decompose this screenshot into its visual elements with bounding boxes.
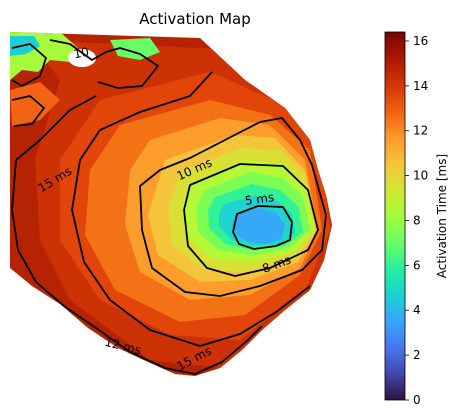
activation-band-4ms — [232, 208, 285, 244]
colorbar-tick-label: 8 — [413, 213, 421, 227]
top-left-patchy-region-orange — [10, 82, 60, 126]
colorbar-tick-label: 4 — [413, 303, 421, 317]
colorbar-tick-label: 16 — [413, 34, 428, 48]
colorbar-gradient — [384, 31, 406, 401]
colorbar-tick-label: 10 — [413, 169, 428, 183]
contour-10ms — [139, 117, 327, 297]
top-left-patchy-region-green — [110, 38, 160, 60]
contour-15ms — [11, 95, 263, 375]
contour-label: 5 ms — [244, 190, 275, 208]
colorbar-tick-label: 12 — [413, 124, 428, 138]
colorbar-ticks: 0 2 4 6 8 10 12 14 16 — [405, 34, 428, 407]
activation-heatmap — [10, 32, 332, 376]
unmapped-hole — [68, 49, 96, 67]
colorbar-tick-label: 2 — [413, 348, 421, 362]
contour-5ms — [232, 205, 293, 250]
colorbar: 0 2 4 6 8 10 12 14 16 Activation Time [ms] — [384, 31, 449, 407]
contour-12ms — [71, 71, 311, 347]
chart-title: Activation Map — [139, 10, 251, 28]
contour-top-left — [11, 39, 159, 127]
colorbar-tick-label: 14 — [413, 79, 428, 93]
colorbar-tick-label: 0 — [413, 393, 421, 407]
colorbar-tick-label: 6 — [413, 258, 421, 272]
contour-label: 10 — [73, 45, 90, 61]
colorbar-label: Activation Time [ms] — [435, 154, 449, 278]
contour-8ms — [183, 163, 319, 277]
isochrone-contours — [11, 39, 327, 375]
